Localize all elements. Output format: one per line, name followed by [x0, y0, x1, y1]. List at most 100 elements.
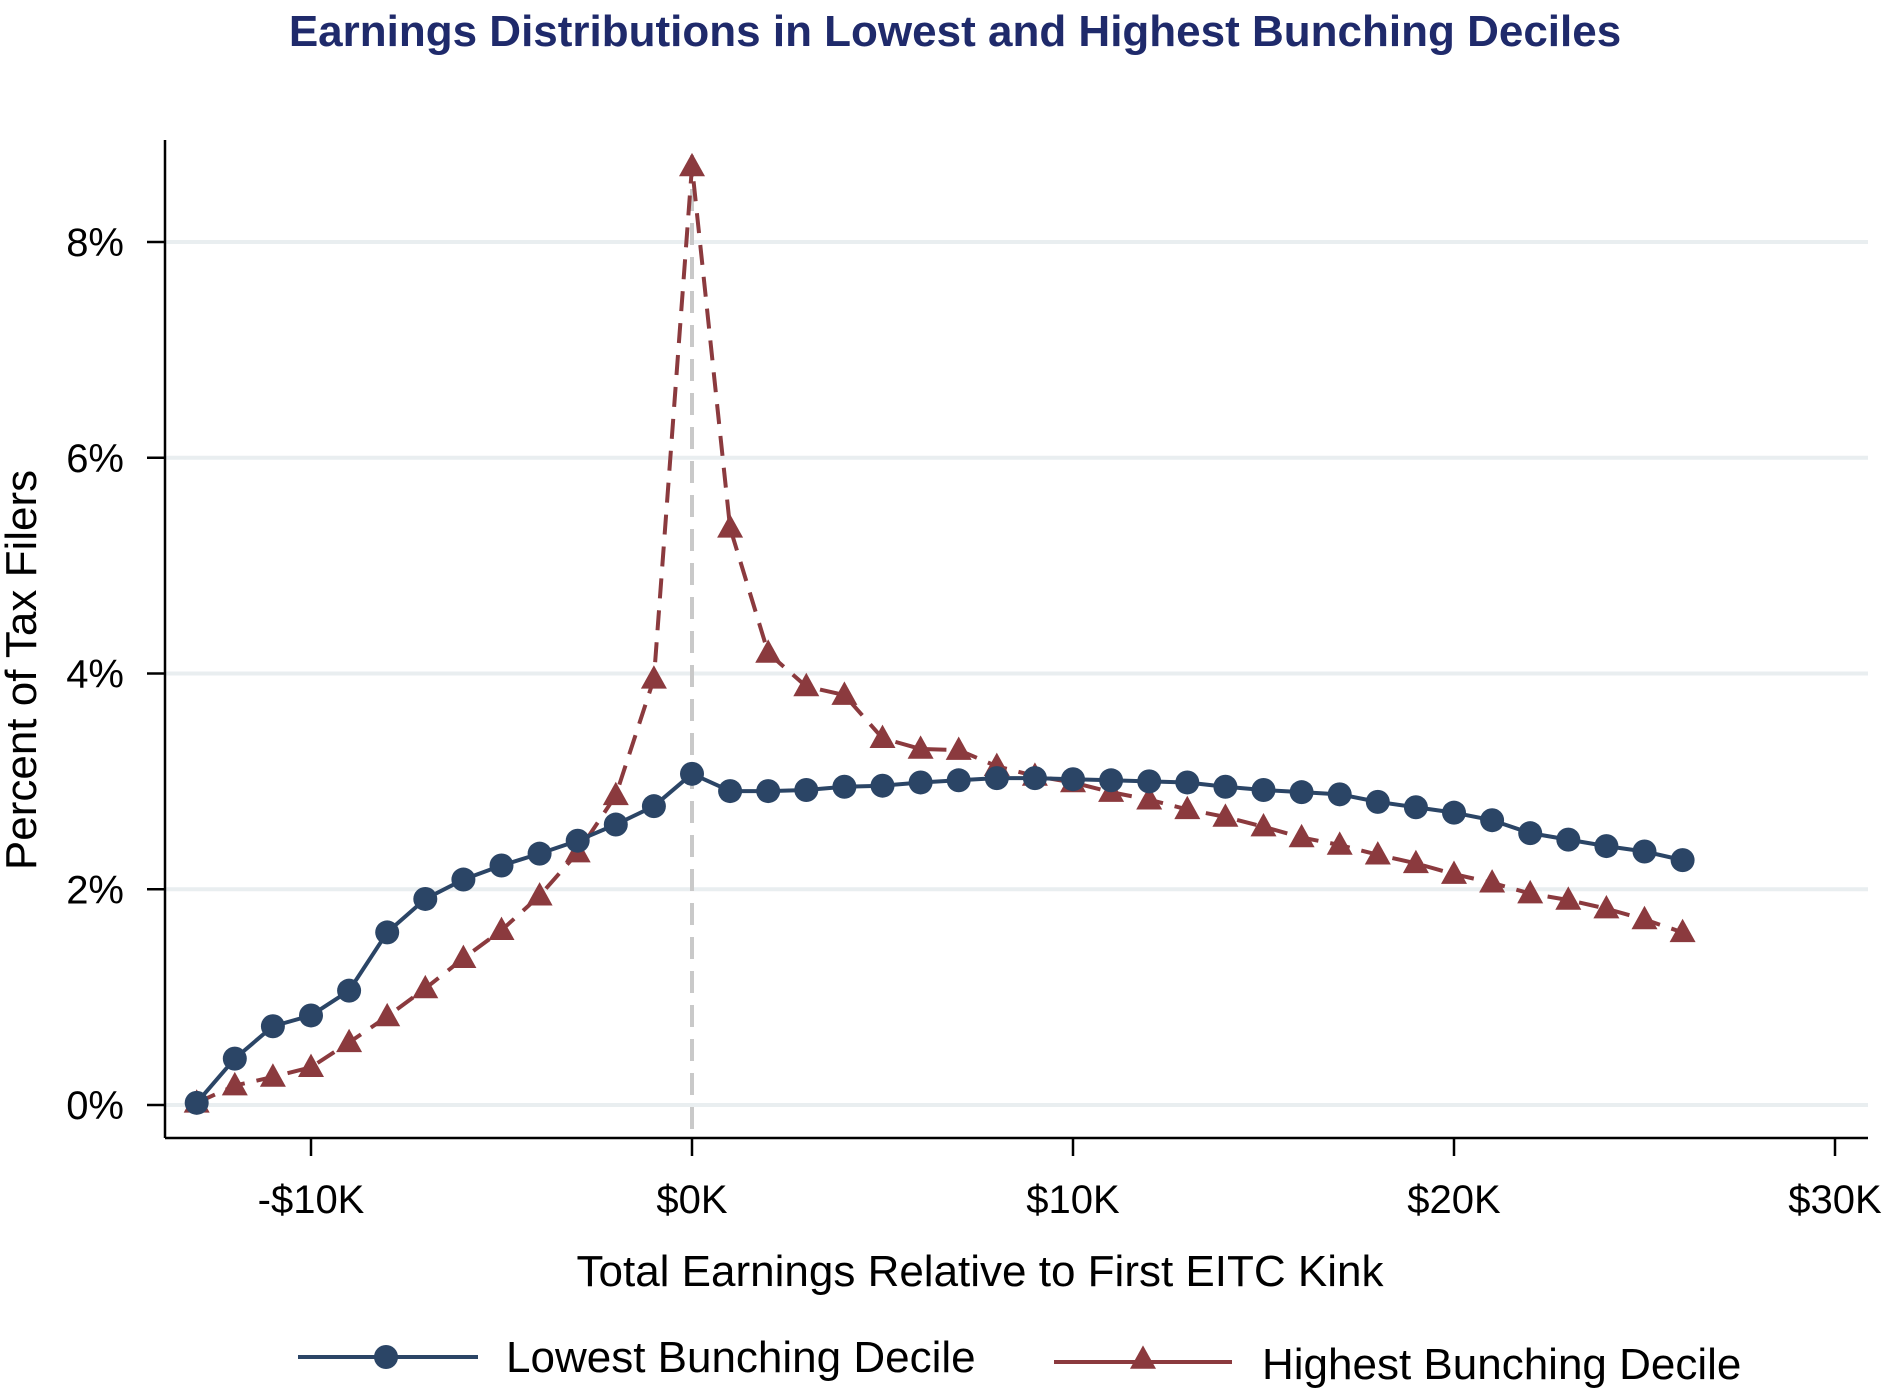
data-point: [299, 1003, 323, 1028]
legend: Lowest Bunching Decile Highest Bunching D…: [298, 1333, 1741, 1389]
y-tick-label: 6%: [66, 437, 124, 481]
y-tick-label: 4%: [66, 653, 124, 697]
data-point: [984, 766, 1009, 791]
x-tick-label: -$10K: [258, 1178, 365, 1222]
data-point: [1137, 769, 1162, 794]
data-point: [679, 152, 705, 177]
data-point: [375, 920, 400, 945]
series-line: [195, 771, 1684, 1105]
series-lowest-decile: [184, 761, 1695, 1115]
x-tick-label: $20K: [1407, 1178, 1501, 1222]
data-point: [1326, 831, 1353, 855]
data-point: [412, 974, 439, 999]
data-point: [870, 773, 895, 798]
data-point: [680, 761, 704, 786]
data-point: [1364, 841, 1391, 865]
data-point: [1061, 767, 1085, 792]
data-point: [1594, 834, 1619, 859]
legend-marker-lowest: [374, 1345, 398, 1369]
y-axis-label: Percent of Tax Filers: [0, 470, 46, 870]
data-point: [1670, 848, 1695, 873]
data-point: [298, 1053, 324, 1077]
data-point: [831, 681, 858, 705]
series-highest-decile: [183, 152, 1696, 1113]
x-tick-label: $0K: [656, 1178, 727, 1222]
x-axis-label: Total Earnings Relative to First EITC Ki…: [577, 1247, 1385, 1296]
gridlines: [165, 240, 1868, 1107]
data-point: [794, 778, 819, 803]
data-point: [184, 1090, 209, 1115]
data-point: [1517, 879, 1544, 904]
data-point: [832, 774, 857, 799]
data-point: [489, 853, 514, 878]
data-point: [1518, 821, 1543, 846]
data-point: [527, 841, 552, 866]
data-point: [450, 944, 477, 969]
data-point: [1251, 778, 1276, 803]
data-point: [1099, 768, 1124, 793]
data-point: [907, 735, 934, 759]
series-line: [195, 164, 1684, 1105]
legend-marker-highest: [1130, 1345, 1156, 1369]
data-point: [1250, 813, 1277, 837]
data-point: [945, 736, 972, 760]
legend-label-highest: Highest Bunching Decile: [1262, 1340, 1741, 1389]
series-group: [183, 152, 1696, 1115]
y-tick-label: 0%: [66, 1084, 124, 1128]
data-point: [260, 1014, 285, 1039]
data-point: [526, 882, 553, 906]
data-point: [793, 672, 820, 697]
data-point: [869, 724, 896, 748]
data-point: [336, 1028, 363, 1053]
x-tick-label: $30K: [1788, 1178, 1882, 1222]
x-tick-label: $10K: [1026, 1178, 1120, 1222]
data-point: [1288, 823, 1315, 848]
data-point: [1136, 786, 1163, 810]
data-point: [755, 639, 782, 663]
data-point: [413, 886, 438, 911]
data-point: [222, 1046, 247, 1071]
data-point: [602, 781, 629, 806]
data-point: [1669, 918, 1696, 943]
data-point: [1441, 860, 1467, 884]
y-tick-label: 2%: [66, 868, 124, 912]
data-point: [1022, 766, 1047, 791]
chart-title: Earnings Distributions in Lowest and Hig…: [289, 7, 1621, 56]
data-point: [1365, 789, 1390, 814]
data-point: [259, 1063, 286, 1087]
legend-label-lowest: Lowest Bunching Decile: [506, 1333, 976, 1382]
data-point: [1632, 839, 1657, 864]
data-point: [718, 779, 743, 804]
data-point: [717, 514, 744, 538]
data-point: [1593, 895, 1620, 919]
data-point: [221, 1071, 248, 1096]
data-point: [1289, 780, 1314, 805]
data-point: [908, 770, 933, 795]
data-point: [1174, 795, 1201, 820]
data-point: [374, 1002, 401, 1027]
data-point: [1327, 782, 1352, 807]
data-point: [1442, 800, 1466, 825]
data-point: [565, 828, 590, 853]
data-point: [1213, 774, 1238, 799]
axes: 0% 2% 4% 6% 8% -$10K $0K $10K $20K $30K: [66, 140, 1882, 1222]
data-point: [1556, 827, 1581, 852]
data-point: [946, 768, 971, 793]
y-tick-label: 8%: [66, 221, 124, 265]
data-point: [1480, 808, 1505, 833]
data-point: [1212, 803, 1239, 827]
data-point: [1402, 849, 1429, 874]
data-point: [641, 794, 666, 819]
data-point: [1555, 886, 1582, 910]
data-point: [1631, 905, 1658, 930]
data-point: [488, 916, 515, 940]
data-point: [640, 665, 667, 689]
data-point: [1403, 795, 1428, 820]
data-point: [1479, 869, 1506, 893]
data-point: [756, 779, 781, 804]
data-point: [1175, 770, 1200, 795]
data-point: [603, 812, 628, 837]
data-point: [337, 978, 362, 1003]
